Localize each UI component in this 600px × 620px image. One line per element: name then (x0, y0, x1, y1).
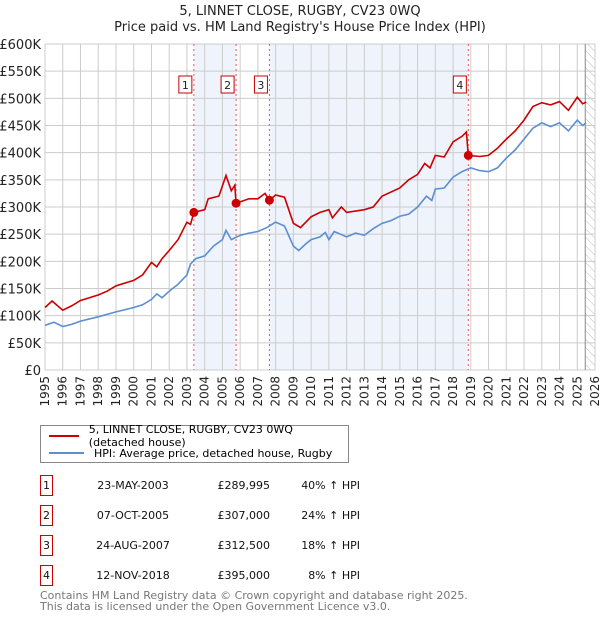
y-tick-label: £200K (0, 255, 41, 270)
x-tick-label: 2002 (162, 376, 176, 407)
sale-label: 4 (456, 79, 463, 92)
sale-label-box (178, 75, 193, 94)
y-tick-label: £400K (0, 147, 41, 162)
legend: 5, LINNET CLOSE, RUGBY, CV23 0WQ (detach… (40, 423, 349, 463)
x-tick-label: 2012 (340, 376, 354, 407)
x-tick-label: 2018 (446, 376, 460, 407)
x-tick-label: 2016 (411, 376, 425, 407)
sale-number-badge: 4 (40, 565, 53, 586)
y-tick-label: £150K (0, 283, 41, 298)
sale-label-box (220, 75, 235, 94)
y-tick-label: £600K (0, 38, 41, 53)
sale-hpi-diff: 24% ↑ HPI (301, 509, 360, 522)
x-tick-label: 2025 (570, 376, 584, 407)
x-tick-label: 2023 (535, 376, 549, 407)
legend-swatch-red (49, 435, 79, 437)
y-tick-label: £100K (0, 310, 41, 325)
x-tick-label: 2011 (322, 376, 336, 407)
y-tick-label: £0 (24, 364, 41, 379)
y-tick-label: £350K (0, 174, 41, 189)
sale-label: 3 (257, 79, 264, 92)
y-tick-label: £500K (0, 92, 41, 107)
x-tick-label: 2004 (198, 376, 212, 407)
sale-number-badge: 1 (40, 475, 53, 496)
sale-price: £289,995 (217, 479, 271, 492)
sale-number-badge: 2 (40, 505, 53, 526)
sale-label-box (452, 75, 467, 94)
sale-number-badge: 3 (40, 535, 53, 556)
legend-item-property: 5, LINNET CLOSE, RUGBY, CV23 0WQ (detach… (49, 423, 348, 449)
x-tick-label: 1996 (56, 376, 70, 407)
x-tick-label: 2017 (428, 376, 442, 407)
x-tick-label: 1998 (91, 376, 105, 407)
x-tick-label: 2014 (375, 376, 389, 407)
x-tick-label: 2020 (482, 376, 496, 407)
sale-hpi-diff: 40% ↑ HPI (301, 479, 360, 492)
sale-hpi-diff: 18% ↑ HPI (301, 539, 360, 552)
price-chart: £0 £50K £100K £150K £200K £250K £300K £350K £400… (0, 38, 600, 407)
legend-swatch-blue (49, 452, 84, 454)
x-tick-label: 2013 (357, 376, 371, 407)
y-tick-label: £50K (8, 337, 42, 352)
sale-point (189, 207, 199, 217)
sale-label-box (253, 75, 268, 94)
sale-price: £307,000 (217, 509, 271, 522)
x-tick-label: 2003 (180, 376, 194, 407)
sale-date: 12-NOV-2018 (96, 569, 170, 582)
x-tick-label: 2001 (144, 376, 158, 407)
sale-label: 1 (182, 79, 189, 92)
x-tick-label: 2015 (393, 376, 407, 407)
chart-subtitle: Price paid vs. HM Land Registry's House … (114, 20, 486, 35)
sale-point (463, 150, 473, 160)
footer-licence: This data is licensed under the Open Gov… (40, 600, 391, 613)
x-tick-label: 2000 (127, 376, 141, 407)
y-tick-label: £450K (0, 120, 41, 135)
property-price-line (44, 95, 587, 312)
sale-date: 24-AUG-2007 (96, 539, 170, 552)
sale-hpi-diff: 8% ↑ HPI (308, 569, 360, 582)
x-tick-label: 2006 (233, 376, 247, 407)
x-tick-label: 2005 (215, 376, 229, 407)
x-tick-label: 2021 (499, 376, 513, 407)
sale-label: 2 (224, 79, 231, 92)
y-tick-label: £250K (0, 228, 41, 243)
x-tick-label: 2010 (304, 376, 318, 407)
sale-date: 07-OCT-2005 (96, 509, 170, 522)
legend-label: HPI: Average price, detached house, Rugb… (94, 446, 333, 460)
x-tick-label: 1995 (38, 376, 52, 407)
sale-point (264, 195, 274, 205)
sale-point (231, 198, 241, 208)
x-tick-label: 2024 (553, 376, 567, 407)
sale-price: £312,500 (217, 539, 271, 552)
y-tick-label: £300K (0, 201, 41, 216)
chart-title: 5, LINNET CLOSE, RUGBY, CV23 0WQ (179, 4, 421, 19)
x-tick-label: 2009 (286, 376, 300, 407)
x-tick-label: 2008 (269, 376, 283, 407)
x-tick-label: 2026 (588, 376, 600, 407)
legend-item-hpi: HPI: Average price, detached house, Rugb… (49, 446, 332, 460)
x-tick-label: 1997 (73, 376, 87, 407)
y-tick-label: £550K (0, 65, 41, 80)
sale-date: 23-MAY-2003 (97, 479, 169, 492)
x-tick-label: 2007 (251, 376, 265, 407)
x-tick-label: 2019 (464, 376, 478, 407)
footer-copyright: Contains HM Land Registry data © Crown c… (40, 589, 468, 602)
hpi-line (44, 118, 587, 328)
sale-price: £395,000 (217, 569, 271, 582)
x-tick-label: 2022 (517, 376, 531, 407)
legend-label: 5, LINNET CLOSE, RUGBY, CV23 0WQ (detach… (88, 423, 293, 449)
x-tick-label: 1999 (109, 376, 123, 407)
